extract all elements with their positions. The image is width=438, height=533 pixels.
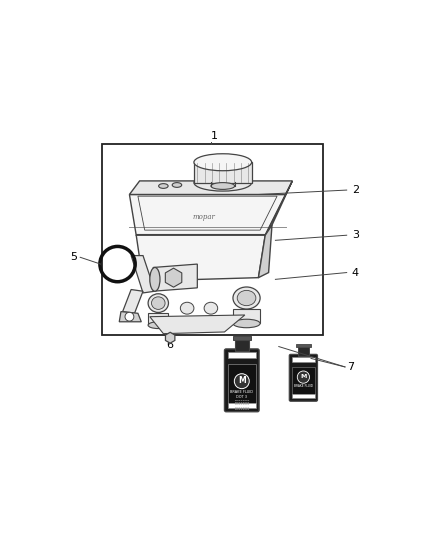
Text: M: M	[238, 376, 246, 385]
Circle shape	[170, 273, 178, 282]
Text: ─ ─ ─ ─ ─ ─ ─: ─ ─ ─ ─ ─ ─ ─	[234, 408, 249, 412]
Ellipse shape	[148, 294, 169, 312]
Ellipse shape	[233, 287, 260, 309]
Bar	[292, 367, 315, 394]
Bar	[235, 340, 249, 351]
Bar	[292, 357, 315, 362]
Ellipse shape	[152, 297, 165, 309]
Ellipse shape	[148, 322, 169, 328]
Text: 6: 6	[167, 340, 173, 350]
Polygon shape	[153, 264, 197, 291]
Text: ─ ─ ─ ─ ─ ─ ─: ─ ─ ─ ─ ─ ─ ─	[234, 403, 249, 407]
Ellipse shape	[237, 290, 256, 305]
Polygon shape	[150, 315, 245, 334]
Ellipse shape	[204, 302, 218, 314]
Bar	[233, 336, 251, 340]
Polygon shape	[130, 181, 293, 195]
Polygon shape	[166, 332, 175, 343]
Text: 7: 7	[347, 362, 354, 372]
Bar	[296, 344, 311, 347]
Text: 3: 3	[352, 230, 359, 240]
Text: BRAKE FLUID: BRAKE FLUID	[294, 384, 313, 388]
Polygon shape	[119, 312, 141, 322]
Text: BRAKE FLUID: BRAKE FLUID	[230, 390, 253, 394]
Bar	[228, 364, 256, 403]
Ellipse shape	[159, 184, 168, 188]
Polygon shape	[130, 195, 286, 235]
Text: 2: 2	[352, 185, 359, 195]
Ellipse shape	[194, 154, 251, 171]
Bar	[292, 394, 315, 399]
Ellipse shape	[150, 268, 160, 291]
Text: DOT 3: DOT 3	[236, 395, 247, 399]
Polygon shape	[233, 309, 260, 324]
Polygon shape	[194, 162, 251, 183]
Circle shape	[297, 371, 310, 383]
Ellipse shape	[233, 319, 260, 328]
FancyBboxPatch shape	[290, 354, 318, 401]
Text: 1: 1	[211, 131, 218, 141]
Ellipse shape	[180, 302, 194, 314]
Text: ─ ─ ─ ─ ─ ─ ─: ─ ─ ─ ─ ─ ─ ─	[234, 399, 249, 402]
Bar	[102, 143, 323, 335]
Text: ─ ─ ─ ─ ─ ─ ─: ─ ─ ─ ─ ─ ─ ─	[234, 401, 249, 405]
Bar	[298, 347, 309, 356]
Polygon shape	[136, 235, 265, 281]
Ellipse shape	[211, 183, 235, 189]
Circle shape	[167, 335, 173, 341]
Text: M: M	[300, 374, 307, 379]
Ellipse shape	[172, 183, 182, 188]
Polygon shape	[123, 289, 143, 313]
Polygon shape	[165, 268, 182, 287]
Circle shape	[234, 374, 249, 389]
Polygon shape	[131, 256, 155, 293]
Bar	[228, 403, 256, 408]
Text: mopar: mopar	[193, 213, 215, 221]
Polygon shape	[148, 313, 169, 325]
Ellipse shape	[194, 174, 251, 191]
Text: 5: 5	[70, 252, 77, 262]
Text: 4: 4	[352, 268, 359, 278]
Polygon shape	[265, 181, 293, 235]
Text: ─ ─ ─ ─ ─ ─ ─: ─ ─ ─ ─ ─ ─ ─	[234, 406, 249, 410]
FancyBboxPatch shape	[224, 349, 259, 411]
Circle shape	[125, 312, 134, 321]
Polygon shape	[258, 225, 272, 278]
Bar	[228, 352, 256, 358]
